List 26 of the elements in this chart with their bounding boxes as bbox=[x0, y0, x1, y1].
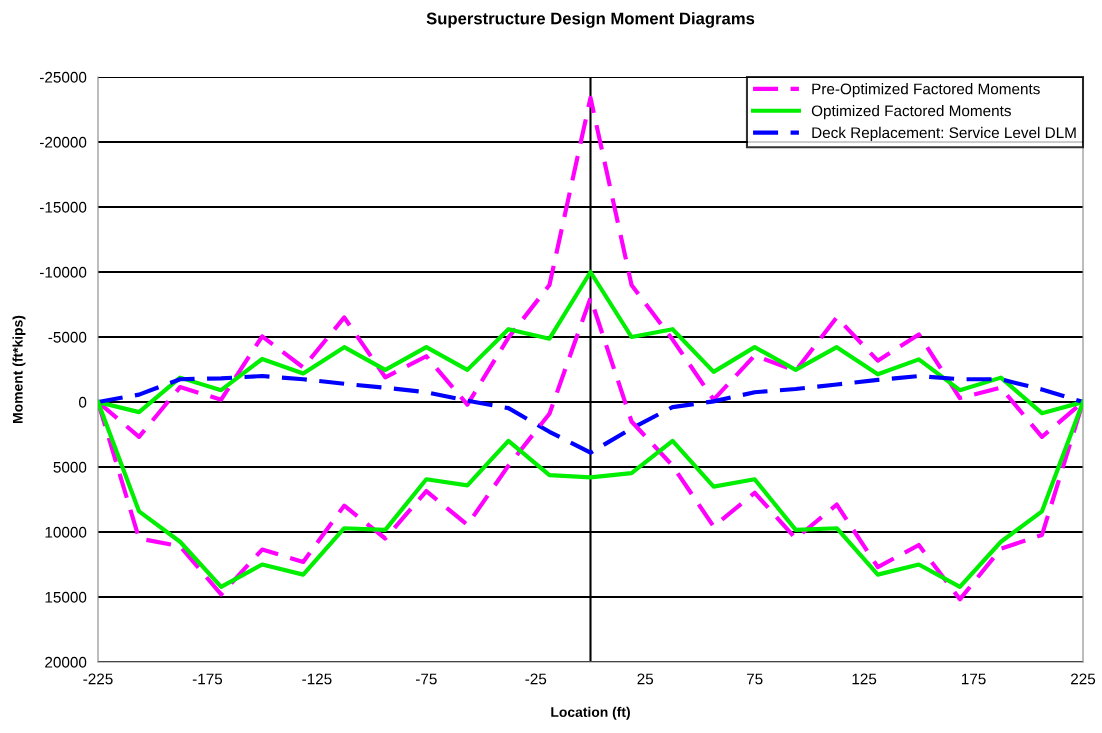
x-tick-label: 225 bbox=[1071, 673, 1096, 685]
y-tick-label: -15000 bbox=[40, 201, 87, 213]
x-tick-label: 175 bbox=[961, 673, 986, 685]
x-tick-label: -125 bbox=[302, 673, 332, 685]
x-tick-label: -225 bbox=[83, 673, 113, 685]
y-tick-label: 10000 bbox=[45, 526, 87, 538]
y-tick-label: 5000 bbox=[53, 461, 87, 473]
x-tick-label: 25 bbox=[637, 673, 654, 685]
x-tick-label: -175 bbox=[192, 673, 223, 685]
y-tick-label: -5000 bbox=[48, 331, 87, 343]
x-tick-label: -25 bbox=[525, 673, 547, 685]
y-tick-label: 20000 bbox=[45, 656, 87, 668]
x-axis-title: Location (ft) bbox=[551, 706, 630, 720]
x-tick-label: 75 bbox=[746, 673, 763, 685]
x-tick-label: 125 bbox=[852, 673, 877, 685]
legend-label: Deck Replacement: Service Level DLM bbox=[812, 126, 1076, 142]
legend-label: Pre-Optimized Factored Moments bbox=[812, 83, 1040, 98]
y-tick-label: -25000 bbox=[40, 71, 87, 83]
chart-title: Superstructure Design Moment Diagrams bbox=[426, 12, 755, 28]
y-tick-label: 15000 bbox=[45, 591, 87, 603]
y-tick-label: -10000 bbox=[40, 266, 87, 278]
y-tick-label: -20000 bbox=[40, 136, 87, 148]
y-axis-title: Moment (ft*kips) bbox=[12, 315, 26, 423]
x-tick-label: -75 bbox=[415, 673, 437, 685]
legend-label: Optimized Factored Moments bbox=[811, 104, 1011, 120]
y-tick-label: 0 bbox=[78, 396, 87, 408]
